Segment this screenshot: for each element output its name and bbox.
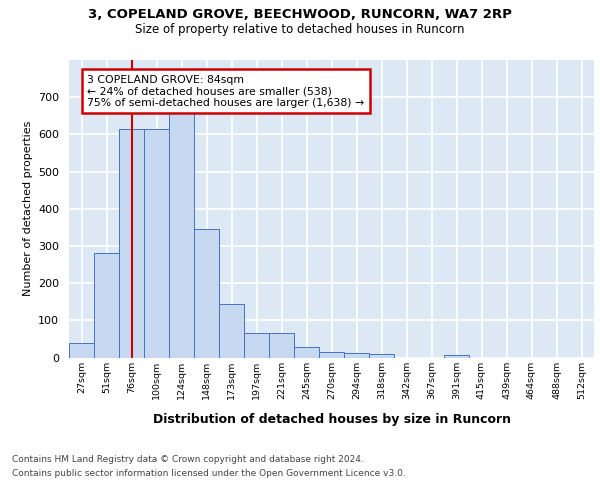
Bar <box>194 229 219 358</box>
Bar <box>444 354 469 358</box>
Bar <box>269 334 294 357</box>
Bar <box>119 129 144 358</box>
Bar <box>219 304 244 358</box>
Y-axis label: Number of detached properties: Number of detached properties <box>23 121 32 296</box>
Bar <box>244 334 269 357</box>
Bar <box>369 354 394 358</box>
Bar <box>144 129 169 358</box>
Bar <box>69 342 94 357</box>
Bar <box>94 254 119 358</box>
Text: Size of property relative to detached houses in Runcorn: Size of property relative to detached ho… <box>135 22 465 36</box>
Text: 3, COPELAND GROVE, BEECHWOOD, RUNCORN, WA7 2RP: 3, COPELAND GROVE, BEECHWOOD, RUNCORN, W… <box>88 8 512 20</box>
Text: Distribution of detached houses by size in Runcorn: Distribution of detached houses by size … <box>153 412 511 426</box>
Bar <box>169 112 194 358</box>
Text: Contains HM Land Registry data © Crown copyright and database right 2024.: Contains HM Land Registry data © Crown c… <box>12 455 364 464</box>
Bar <box>344 353 369 358</box>
Bar <box>319 352 344 358</box>
Bar <box>294 347 319 358</box>
Text: 3 COPELAND GROVE: 84sqm
← 24% of detached houses are smaller (538)
75% of semi-d: 3 COPELAND GROVE: 84sqm ← 24% of detache… <box>87 75 364 108</box>
Text: Contains public sector information licensed under the Open Government Licence v3: Contains public sector information licen… <box>12 468 406 477</box>
